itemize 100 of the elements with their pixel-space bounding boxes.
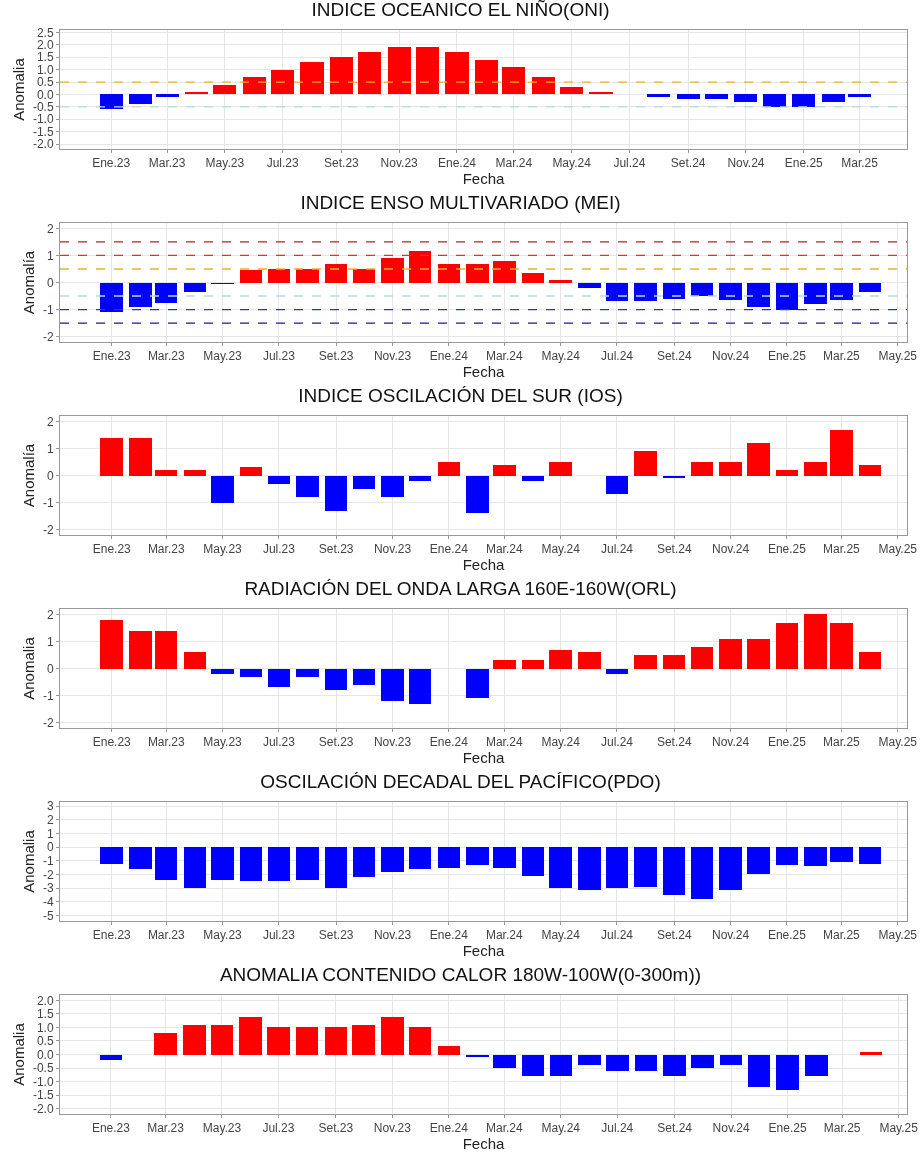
bar	[100, 619, 123, 669]
bar	[719, 282, 742, 301]
bar	[129, 630, 152, 669]
x-tick-label: Mar.23	[147, 349, 185, 364]
y-tick-label: 0.0	[36, 1047, 54, 1062]
bar	[416, 47, 440, 95]
x-tick-label: May.24	[552, 156, 592, 171]
bar	[663, 1054, 686, 1077]
bar	[662, 654, 686, 669]
x-tick-label: May.25	[878, 928, 918, 943]
y-axis-title: Anomalia	[10, 57, 28, 121]
bar	[129, 94, 153, 105]
bar	[381, 1016, 404, 1055]
chart-title: ANOMALIA CONTENIDO CALOR 180W-100W(0-300m))	[219, 964, 702, 986]
y-tick-label: 2	[46, 221, 54, 236]
y-tick-label: 0	[46, 661, 54, 676]
bar	[792, 94, 816, 107]
x-tick-label: Nov.23	[373, 349, 412, 364]
bar	[99, 1054, 123, 1060]
chart-title: INDICE OSCILACIÓN DEL SUR (IOS)	[298, 385, 623, 407]
bar	[213, 84, 237, 95]
bar	[578, 652, 601, 669]
x-tick-label: May.24	[541, 542, 581, 557]
bar	[493, 260, 516, 283]
x-tick-label: Mar.23	[148, 156, 186, 171]
bar	[474, 59, 498, 95]
bar	[437, 263, 461, 283]
y-tick-label: 2.5	[36, 25, 54, 40]
y-axis-title: Anomalía	[20, 443, 38, 508]
x-axis-title: Fecha	[462, 942, 505, 960]
bar	[804, 461, 827, 476]
bar	[296, 668, 319, 677]
x-tick-label: May.24	[541, 1121, 581, 1136]
y-tick-label: 1.0	[36, 1020, 54, 1035]
x-tick-label: Ene.23	[92, 928, 132, 943]
bar	[521, 1054, 545, 1077]
x-tick-label: Jul.23	[262, 349, 296, 364]
x-tick-label: Ene.25	[768, 1121, 807, 1136]
y-tick-label: 2	[46, 812, 54, 827]
bar	[858, 282, 882, 292]
bar	[805, 1054, 828, 1077]
x-tick-label: Jul.24	[600, 349, 634, 364]
y-tick-label: 2.0	[36, 38, 54, 53]
bar	[239, 1016, 262, 1055]
bar	[830, 282, 853, 301]
x-tick-label: May.25	[878, 735, 918, 750]
x-tick-label: Mar.23	[147, 542, 185, 557]
x-tick-label: Ene.23	[92, 735, 132, 750]
x-tick-label: Jul.23	[262, 928, 296, 943]
bar	[662, 282, 686, 299]
x-tick-label: Set.23	[318, 1121, 354, 1136]
x-tick-label: May.23	[205, 156, 245, 171]
x-tick-label: Nov.23	[373, 1121, 412, 1136]
x-tick-label: Ene.25	[784, 156, 824, 171]
x-tick-label: May.23	[202, 1121, 242, 1136]
y-tick-label: -2	[42, 329, 54, 344]
bar	[578, 1054, 601, 1066]
x-tick-label: Set.24	[670, 156, 706, 171]
x-tick-label: Ene.24	[429, 542, 469, 557]
x-tick-label: Set.23	[318, 349, 354, 364]
x-tick-label: Mar.24	[485, 349, 523, 364]
x-tick-label: Set.24	[657, 1121, 693, 1136]
bar	[154, 282, 178, 303]
bar	[605, 1054, 629, 1071]
bar	[381, 258, 404, 283]
bar	[634, 282, 657, 302]
x-tick-label: Mar.25	[823, 735, 861, 750]
bar	[521, 475, 545, 481]
bar	[239, 668, 263, 677]
y-tick-label: -1	[42, 302, 54, 317]
bar	[211, 475, 234, 503]
bar	[154, 470, 178, 476]
y-tick-label: -1.0	[32, 112, 54, 127]
x-tick-label: Set.23	[318, 928, 354, 943]
bar	[466, 668, 489, 699]
x-tick-label: Mar.24	[495, 156, 533, 171]
bar	[271, 69, 295, 95]
x-tick-label: Jul.24	[600, 542, 634, 557]
y-tick-label: 0.5	[36, 75, 54, 90]
bar	[747, 443, 770, 476]
y-tick-label: 2.0	[36, 993, 54, 1008]
x-tick-label: May.23	[203, 542, 243, 557]
bar	[324, 475, 348, 511]
bar	[531, 77, 555, 95]
x-tick-label: May.23	[203, 735, 243, 750]
y-tick-label: -1.0	[32, 1074, 54, 1089]
bar	[747, 282, 770, 307]
y-tick-label: 1.0	[36, 62, 54, 77]
y-tick-label: -2	[42, 715, 54, 730]
bar	[647, 94, 671, 97]
bar	[830, 429, 853, 476]
x-tick-label: Set.24	[656, 542, 692, 557]
x-tick-label: Set.24	[656, 735, 692, 750]
bar	[830, 622, 853, 669]
bar	[408, 475, 432, 481]
x-tick-label: Ene.25	[767, 928, 807, 943]
bar	[605, 668, 629, 674]
bar	[466, 475, 489, 514]
x-tick-label: May.25	[878, 542, 918, 557]
bar	[549, 279, 572, 283]
